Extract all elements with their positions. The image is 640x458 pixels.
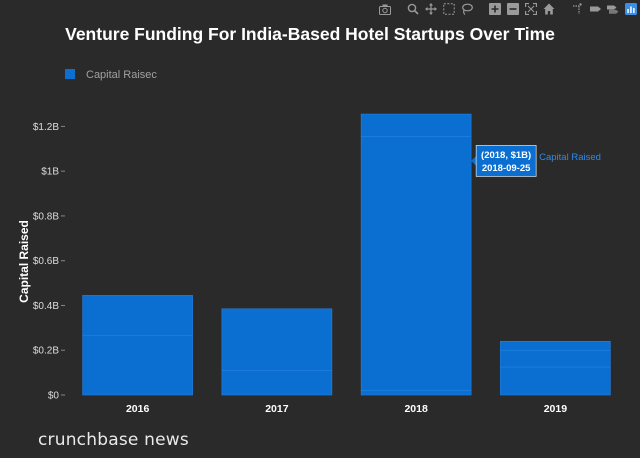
zoom-icon[interactable]	[406, 2, 420, 16]
pan-icon[interactable]	[424, 2, 438, 16]
spike-lines-icon[interactable]	[570, 2, 584, 16]
tooltip-line-1: (2018, $1B)	[481, 150, 531, 161]
y-tick-label: $0	[48, 391, 60, 402]
bar-2018-segment-2	[360, 136, 472, 391]
autoscale-icon[interactable]	[524, 2, 538, 16]
zoom-in-icon[interactable]	[488, 2, 502, 16]
bar-2016-segment-2	[82, 295, 193, 336]
home-icon[interactable]	[542, 2, 556, 16]
bar-2018-segment-3	[360, 113, 472, 137]
crunchbase-news-logo: crunchbase news	[38, 430, 189, 450]
bar-2019-segment-3	[500, 340, 611, 351]
x-tick-label: 2018	[404, 403, 428, 415]
x-tick-label: 2019	[544, 403, 568, 415]
modebar	[378, 2, 638, 16]
hover-compare-icon[interactable]	[606, 2, 620, 16]
y-tick-label: $0.8B	[33, 211, 59, 222]
tooltip-pointer	[471, 155, 477, 166]
bar-2019-segment-1	[500, 366, 611, 396]
bar-2016-segment-1	[82, 335, 193, 396]
y-tick-label: $1.2B	[33, 122, 59, 133]
y-axis-label: Capital Raised	[17, 220, 31, 303]
hover-closest-icon[interactable]	[588, 2, 602, 16]
chart-title: Venture Funding For India-Based Hotel St…	[65, 24, 555, 44]
x-tick-label: 2016	[126, 403, 150, 415]
legend-swatch	[65, 69, 75, 79]
x-tick-label: 2017	[265, 403, 289, 415]
zoom-out-icon[interactable]	[506, 2, 520, 16]
tooltip-line-2: 2018-09-25	[482, 163, 531, 174]
camera-icon[interactable]	[378, 2, 392, 16]
y-tick-label: $0.2B	[33, 346, 59, 357]
y-tick-label: $0.4B	[33, 301, 59, 312]
bar-2017-segment-2	[221, 308, 333, 371]
bar-2018-segment-1	[360, 390, 472, 396]
lasso-icon[interactable]	[460, 2, 474, 16]
y-tick-label: $0.6B	[33, 256, 59, 267]
y-tick-label: $1B	[41, 167, 59, 178]
bar-2019-segment-2	[500, 349, 611, 368]
plotly-logo-icon[interactable]	[624, 2, 638, 16]
tooltip-series-label: Capital Raised	[539, 152, 601, 163]
bar-2017-segment-1	[221, 370, 333, 396]
tooltip-box	[475, 145, 537, 177]
legend-label: Capital Raisec	[86, 69, 157, 81]
box-select-icon[interactable]	[442, 2, 456, 16]
